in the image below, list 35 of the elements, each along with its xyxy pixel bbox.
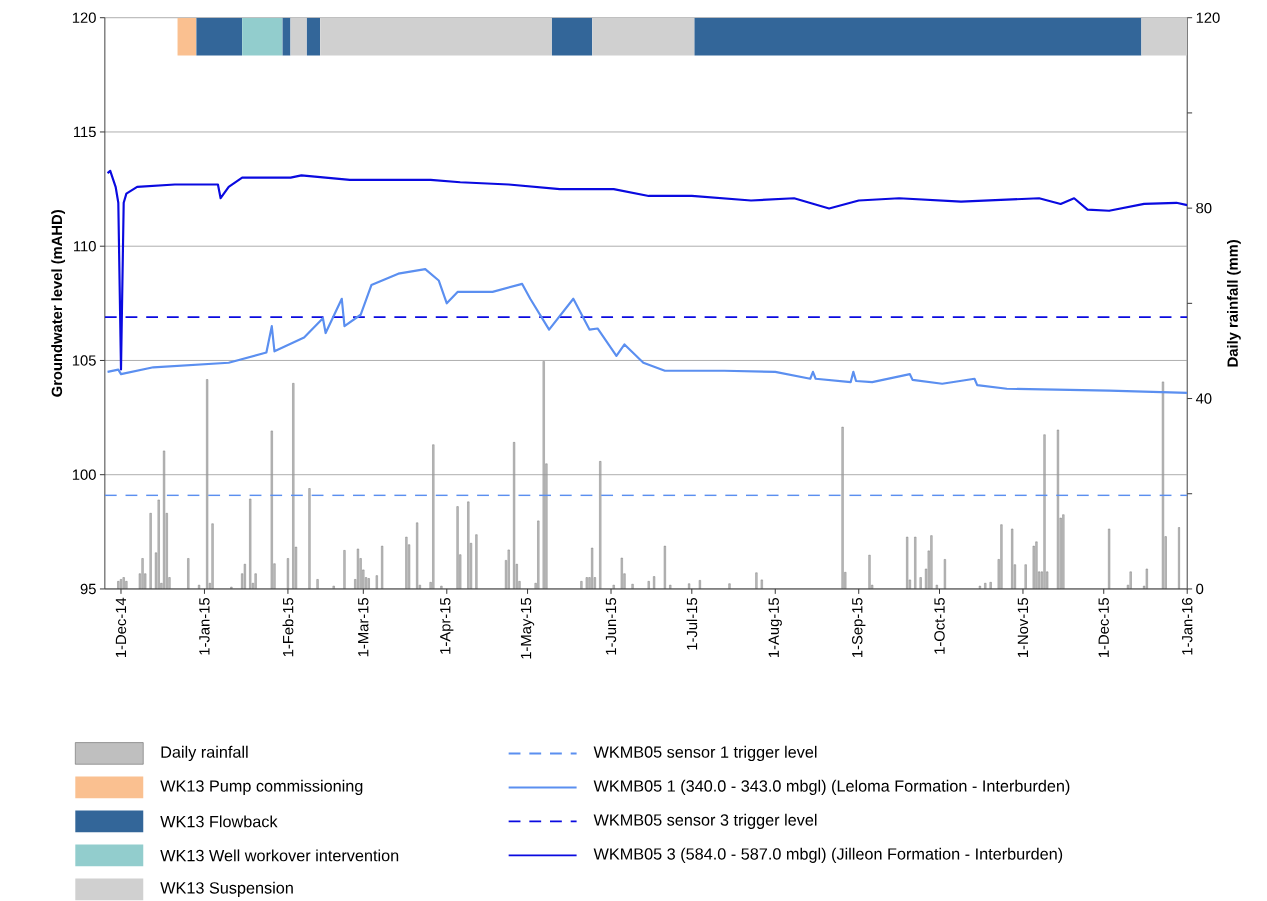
y-tick-label: 105	[72, 355, 96, 366]
y-axis-title: Groundwater level (mAHD)	[51, 210, 66, 397]
x-tick-label: 1-May-15	[520, 597, 535, 659]
y2-tick-label: 40	[1195, 393, 1212, 404]
x-tick-label: 1-Mar-15	[358, 597, 369, 657]
x-tick-label: 1-Aug-15	[768, 597, 782, 657]
x-tick-label: 1-Jan-16	[1181, 597, 1193, 655]
legend-label: WK13 Well workover intervention	[160, 849, 399, 862]
y-tick-label: 95	[80, 583, 96, 595]
x-tick-label: 1-Oct-15	[934, 597, 945, 654]
x-tick-label: 1-Apr-15	[440, 597, 454, 654]
x-tick-label: 1-Nov-15	[1017, 597, 1029, 657]
legend-label: WK13 Flowback	[160, 815, 278, 828]
y2-tick-label: 120	[1196, 12, 1220, 23]
x-tick-label: 1-Dec-15	[1098, 597, 1109, 657]
legend-label: WKMB05 1 (340.0 - 343.0 mbgl) (Leloma Formation - Interburden)	[593, 779, 1070, 795]
y-tick-label: 115	[74, 126, 96, 138]
x-tick-label: 1-Feb-15	[282, 597, 294, 657]
x-tick-label: 1-Jan-15	[199, 597, 210, 655]
y-tick-label: 100	[72, 469, 96, 480]
legend-label: WKMB05 sensor 3 trigger level	[593, 813, 817, 829]
y2-tick-label: 80	[1196, 202, 1212, 214]
legend-label: WK13 Suspension	[160, 881, 293, 897]
x-tick-label: 1-Jun-15	[605, 597, 617, 655]
legend-label: Daily rainfall	[161, 745, 248, 761]
x-tick-label: 1-Dec-14	[115, 597, 127, 657]
y2-axis-title: Daily rainfall (mm)	[1227, 239, 1241, 367]
legend-label: WK13 Pump commissioning	[160, 779, 363, 795]
y-tick-label: 120	[72, 12, 96, 23]
legend-label: WKMB05 sensor 1 trigger level	[593, 745, 817, 761]
y-tick-label: 110	[74, 240, 96, 252]
legend-label: WKMB05 3 (584.0 - 587.0 mbgl) (Jilleon Formation - Interburden)	[593, 847, 1063, 863]
x-tick-label: 1-Sep-15	[852, 597, 866, 657]
y2-tick-label: 0	[1196, 583, 1204, 595]
x-tick-label: 1-Jul-15	[686, 597, 698, 650]
